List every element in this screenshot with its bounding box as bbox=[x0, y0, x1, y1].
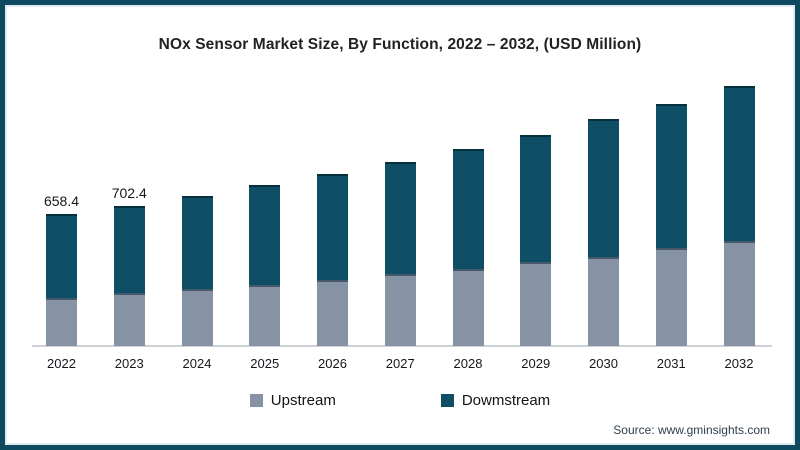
chart-title: NOx Sensor Market Size, By Function, 202… bbox=[158, 36, 642, 53]
bar-segment-downstream-2024 bbox=[181, 196, 213, 289]
source-credit: Source: www.gminsights.com bbox=[613, 423, 770, 437]
bar-segment-upstream-2030 bbox=[588, 257, 619, 346]
bar-segment-upstream-2024 bbox=[181, 289, 213, 346]
legend: Upstream Dowmstream bbox=[0, 392, 800, 409]
bar-segment-upstream-2028 bbox=[452, 269, 484, 346]
bar-segment-downstream-2025 bbox=[249, 185, 281, 285]
bar-segment-upstream-2022 bbox=[46, 298, 77, 346]
upstream-swatch-icon bbox=[249, 394, 263, 407]
bar-segment-upstream-2029 bbox=[520, 262, 552, 346]
legend-item-downstream: Dowmstream bbox=[440, 392, 551, 409]
x-axis-label-2022: 2022 bbox=[47, 356, 76, 371]
x-axis-label-2024: 2024 bbox=[182, 356, 212, 371]
x-axis-label-2032: 2032 bbox=[724, 356, 754, 371]
x-axis-label-2025: 2025 bbox=[250, 356, 280, 371]
bar-segment-downstream-2026 bbox=[317, 174, 348, 280]
bar-segment-downstream-2028 bbox=[452, 149, 484, 270]
x-axis-label-2026: 2026 bbox=[318, 356, 347, 371]
bar-segment-upstream-2032 bbox=[723, 241, 755, 346]
bar-segment-upstream-2027 bbox=[384, 274, 416, 346]
x-axis-label-2030: 2030 bbox=[589, 356, 618, 371]
bar-segment-downstream-2029 bbox=[520, 135, 552, 262]
bar-segment-upstream-2026 bbox=[317, 280, 348, 346]
x-axis-label-2031: 2031 bbox=[656, 356, 686, 371]
bar-segment-upstream-2025 bbox=[249, 285, 281, 346]
x-axis-label-2029: 2029 bbox=[521, 356, 551, 371]
bar-segment-downstream-2023 bbox=[113, 205, 145, 293]
x-axis-line bbox=[32, 345, 772, 347]
legend-label-downstream: Dowmstream bbox=[461, 392, 551, 409]
x-axis-label-2023: 2023 bbox=[114, 356, 144, 371]
bar-segment-upstream-2023 bbox=[113, 293, 145, 346]
downstream-swatch-icon bbox=[440, 394, 454, 407]
bar-segment-downstream-2022 bbox=[46, 214, 77, 299]
bar-segment-downstream-2030 bbox=[588, 119, 619, 257]
bar-segment-downstream-2031 bbox=[655, 104, 687, 248]
bar-segment-downstream-2027 bbox=[384, 162, 416, 274]
bar-segment-upstream-2031 bbox=[655, 248, 687, 346]
x-axis-label-2027: 2027 bbox=[385, 356, 415, 371]
bar-value-label-2022: 658.4 bbox=[43, 193, 80, 210]
bar-value-label-2023: 702.4 bbox=[111, 184, 147, 201]
legend-label-upstream: Upstream bbox=[270, 392, 336, 409]
legend-item-upstream: Upstream bbox=[249, 392, 336, 409]
bar-segment-downstream-2032 bbox=[723, 86, 755, 241]
x-axis-label-2028: 2028 bbox=[453, 356, 483, 371]
